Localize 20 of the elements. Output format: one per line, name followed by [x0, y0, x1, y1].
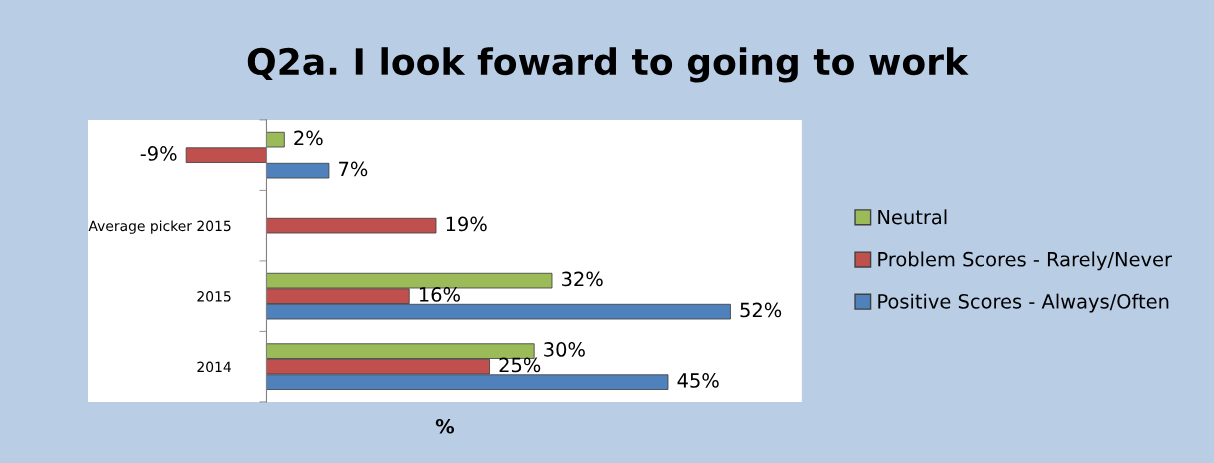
chart-title: Q2a. I look foward to going to work	[247, 47, 969, 83]
y-tick-label: 2014	[197, 361, 231, 373]
legend-label: Positive Scores - Always/Often	[878, 293, 1169, 313]
x-axis-title: %	[435, 418, 455, 434]
data-label: -9%	[140, 146, 177, 161]
data-label: 19%	[446, 216, 487, 232]
data-label: 16%	[419, 287, 460, 302]
legend-label: Problem Scores - Rarely/Never	[878, 251, 1172, 271]
data-label: 25%	[499, 357, 541, 373]
bar	[266, 217, 437, 234]
legend-label: Neutral	[878, 209, 947, 225]
data-label: 7%	[339, 161, 368, 177]
bar	[266, 162, 330, 179]
y-tick-label: Average picker 2015	[88, 220, 231, 234]
data-label: 52%	[740, 302, 782, 318]
data-label: 30%	[544, 342, 585, 357]
data-label: 32%	[562, 271, 603, 287]
data-label: 2%	[294, 130, 323, 146]
y-tick-label: 2015	[197, 291, 231, 302]
data-label: 45%	[677, 373, 719, 388]
